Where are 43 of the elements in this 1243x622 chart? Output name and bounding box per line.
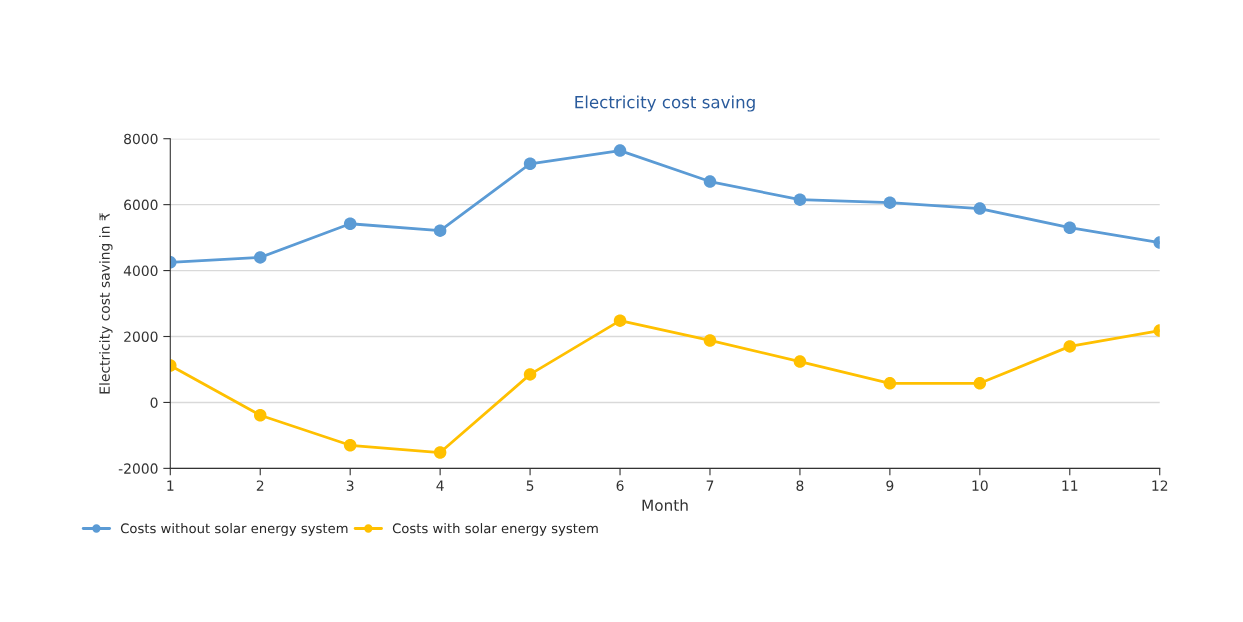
point [703,334,717,347]
x-tick-label: 3 [346,480,354,491]
point [973,202,987,215]
x-tick-label: 8 [796,480,804,491]
point [793,355,807,368]
x-tick-label: 7 [706,480,714,491]
chart-title: Electricity cost saving [575,95,755,112]
point [1063,340,1077,353]
x-tick-label: 4 [436,480,444,491]
x-tick-label: 12 [1152,480,1168,491]
x-tick-label: 9 [886,480,894,491]
point [613,314,627,327]
y-axis-title: Electricity cost saving in ₹ [99,213,113,394]
point [343,439,357,452]
x-tick-label: 5 [526,480,534,491]
point [1063,221,1077,234]
y-tick-label: 2000 [124,331,158,342]
point [883,196,897,209]
point [253,251,267,264]
point [433,446,447,459]
point [433,224,447,237]
point [793,193,807,206]
point [523,368,537,381]
point [973,377,987,390]
legend-label: Costs with solar energy system [392,523,598,536]
x-tick-label: 2 [256,480,264,491]
point [253,409,267,422]
point [523,157,537,171]
y-tick-label: 4000 [123,265,158,277]
y-tick-label: -2000 [118,463,158,474]
x-axis-title: Month [642,499,688,511]
point [613,144,627,157]
x-tick-label: 11 [1062,480,1078,491]
point [703,175,717,188]
x-tick-label: 10 [972,480,988,491]
y-tick-label: 6000 [124,199,158,211]
y-tick-label: 8000 [124,133,158,145]
x-tick-label: 6 [616,480,624,491]
point [883,377,897,390]
y-tick-label: 0 [150,397,158,408]
x-tick-label: 1 [167,480,174,491]
point [343,217,357,231]
legend-label: Costs without solar energy system [120,523,348,536]
